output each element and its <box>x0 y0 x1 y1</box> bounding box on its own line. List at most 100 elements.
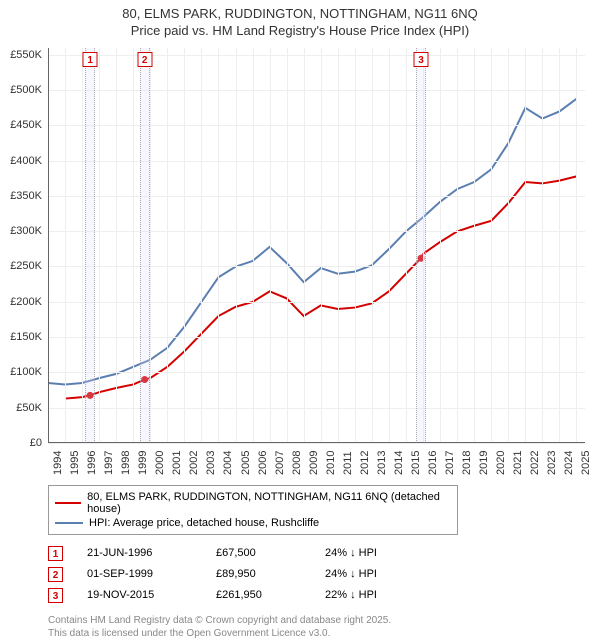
sales-date: 19-NOV-2015 <box>87 589 192 601</box>
gridline-v <box>440 48 441 443</box>
gridline-h <box>48 90 585 91</box>
sales-row: 201-SEP-1999£89,95024% ↓ HPI <box>48 564 600 585</box>
gridline-v <box>167 48 168 443</box>
gridline-v <box>508 48 509 443</box>
gridline-v <box>287 48 288 443</box>
title-line-1: 80, ELMS PARK, RUDDINGTON, NOTTINGHAM, N… <box>0 6 600 23</box>
gridline-h <box>48 161 585 162</box>
sale-marker: 1 <box>83 52 98 67</box>
gridline-v <box>576 48 577 443</box>
gridline-v <box>491 48 492 443</box>
y-tick-label: £400K <box>10 155 42 167</box>
legend-item: HPI: Average price, detached house, Rush… <box>55 516 451 530</box>
y-tick-label: £200K <box>10 296 42 308</box>
x-tick-label: 1995 <box>69 450 81 474</box>
sales-price: £67,500 <box>216 547 301 559</box>
gridline-v <box>389 48 390 443</box>
sales-date: 21-JUN-1996 <box>87 547 192 559</box>
gridline-v <box>372 48 373 443</box>
x-tick-label: 2020 <box>495 450 507 474</box>
y-tick-label: £350K <box>10 190 42 202</box>
plot-region: 1 2 3 <box>48 48 585 443</box>
x-tick-label: 2017 <box>444 450 456 474</box>
x-tick-label: 2004 <box>222 450 234 474</box>
gridline-v <box>99 48 100 443</box>
y-tick-label: £500K <box>10 84 42 96</box>
x-tick-label: 1999 <box>137 450 149 474</box>
footer-line-1: Contains HM Land Registry data © Crown c… <box>48 614 600 627</box>
gridline-v <box>406 48 407 443</box>
gridline-v <box>201 48 202 443</box>
x-tick-label: 2015 <box>410 450 422 474</box>
gridline-h <box>48 302 585 303</box>
chart-svg <box>48 48 585 443</box>
legend-label: 80, ELMS PARK, RUDDINGTON, NOTTINGHAM, N… <box>87 491 451 515</box>
gridline-v <box>355 48 356 443</box>
gridline-h <box>48 372 585 373</box>
sales-idx: 3 <box>48 588 63 603</box>
gridline-v <box>253 48 254 443</box>
sale-band <box>416 48 426 443</box>
gridline-v <box>116 48 117 443</box>
x-tick-label: 2009 <box>308 450 320 474</box>
x-tick-label: 1997 <box>103 450 115 474</box>
gridline-v <box>82 48 83 443</box>
x-tick-label: 1996 <box>86 450 98 474</box>
y-tick-label: £250K <box>10 260 42 272</box>
sales-row: 121-JUN-1996£67,50024% ↓ HPI <box>48 543 600 564</box>
sales-diff: 22% ↓ HPI <box>325 589 430 601</box>
gridline-h <box>48 231 585 232</box>
gridline-v <box>270 48 271 443</box>
gridline-h <box>48 196 585 197</box>
y-tick-label: £550K <box>10 49 42 61</box>
sales-diff: 24% ↓ HPI <box>325 568 430 580</box>
y-tick-label: £150K <box>10 331 42 343</box>
x-tick-label: 2005 <box>240 450 252 474</box>
x-tick-label: 2001 <box>171 450 183 474</box>
sale-band <box>85 48 95 443</box>
x-tick-label: 2002 <box>188 450 200 474</box>
x-axis-labels: 1994199519961997199819992000200120022003… <box>48 443 585 479</box>
gridline-v <box>150 48 151 443</box>
x-tick-label: 2006 <box>257 450 269 474</box>
legend-box: 80, ELMS PARK, RUDDINGTON, NOTTINGHAM, N… <box>48 485 458 535</box>
title-line-2: Price paid vs. HM Land Registry's House … <box>0 23 600 40</box>
y-axis-line <box>48 48 49 443</box>
gridline-v <box>525 48 526 443</box>
gridline-v <box>474 48 475 443</box>
x-tick-label: 2025 <box>580 450 592 474</box>
chart-container: 80, ELMS PARK, RUDDINGTON, NOTTINGHAM, N… <box>0 0 600 590</box>
footer-note: Contains HM Land Registry data © Crown c… <box>48 614 600 640</box>
gridline-h <box>48 266 585 267</box>
sale-marker: 3 <box>414 52 429 67</box>
x-tick-label: 2011 <box>342 451 354 475</box>
x-tick-label: 1998 <box>120 450 132 474</box>
x-tick-label: 2024 <box>563 450 575 474</box>
y-tick-label: £300K <box>10 225 42 237</box>
legend-item: 80, ELMS PARK, RUDDINGTON, NOTTINGHAM, N… <box>55 490 451 516</box>
y-tick-label: £450K <box>10 119 42 131</box>
footer-line-2: This data is licensed under the Open Gov… <box>48 627 600 640</box>
legend-swatch <box>55 502 81 504</box>
x-tick-label: 2022 <box>529 450 541 474</box>
x-tick-label: 2012 <box>359 450 371 474</box>
sale-marker: 2 <box>137 52 152 67</box>
x-tick-label: 2023 <box>546 450 558 474</box>
y-tick-label: £50K <box>16 402 42 414</box>
gridline-v <box>457 48 458 443</box>
x-tick-label: 2010 <box>325 450 337 474</box>
sales-idx: 2 <box>48 567 63 582</box>
sales-price: £89,950 <box>216 568 301 580</box>
legend-swatch <box>55 522 83 524</box>
x-tick-label: 2000 <box>154 450 166 474</box>
sale-band <box>140 48 150 443</box>
gridline-v <box>133 48 134 443</box>
gridline-h <box>48 55 585 56</box>
x-tick-label: 2013 <box>376 450 388 474</box>
x-tick-label: 2016 <box>427 450 439 474</box>
gridline-v <box>321 48 322 443</box>
gridline-v <box>338 48 339 443</box>
gridline-v <box>236 48 237 443</box>
sales-idx: 1 <box>48 546 63 561</box>
x-tick-label: 1994 <box>52 450 64 474</box>
